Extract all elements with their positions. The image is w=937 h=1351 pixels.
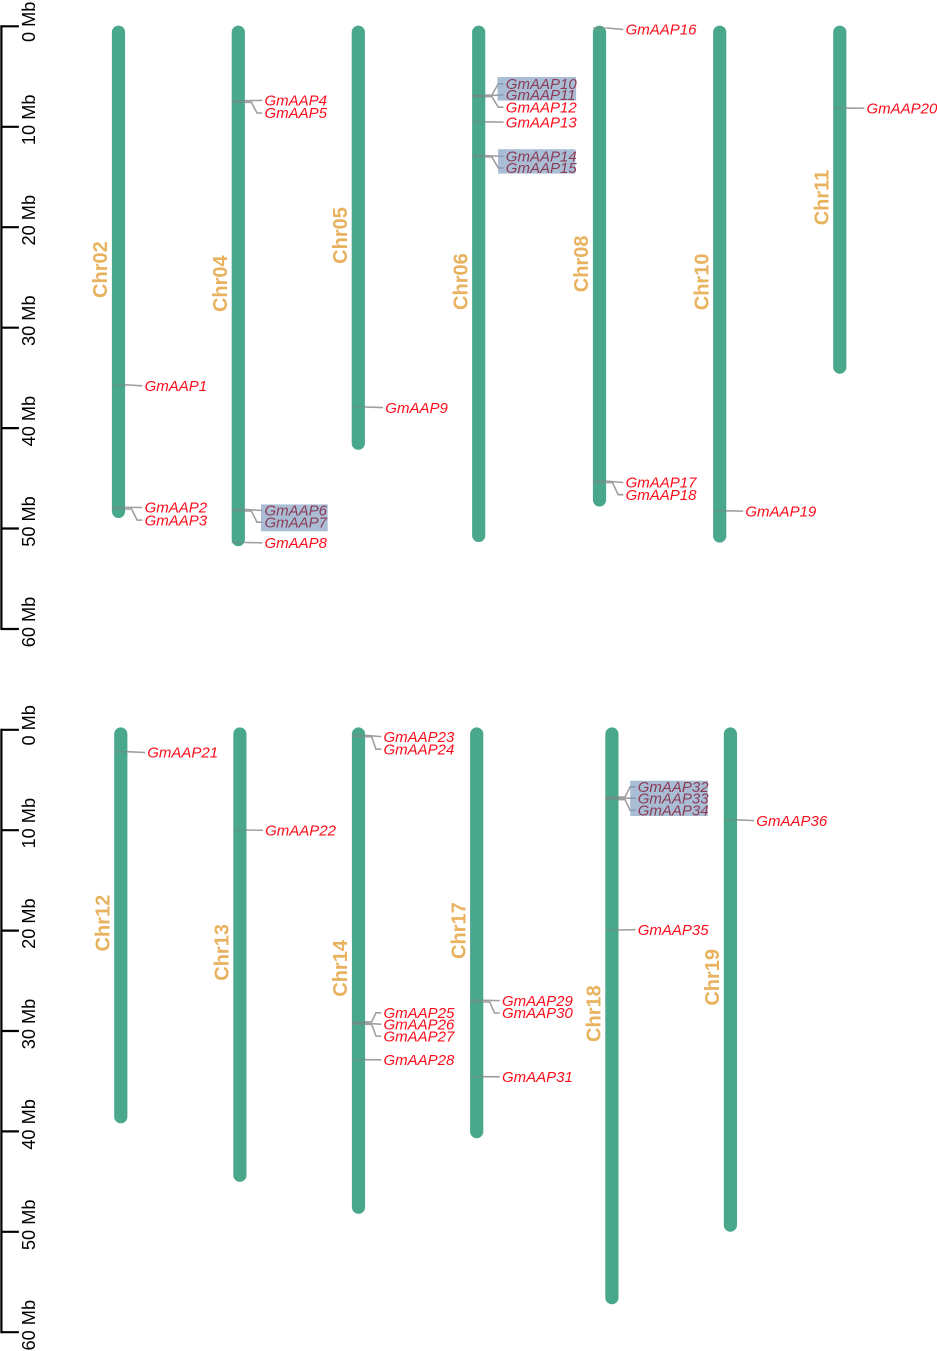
svg-text:GmAAP36: GmAAP36: [756, 813, 828, 830]
svg-text:GmAAP12: GmAAP12: [506, 99, 578, 116]
svg-text:GmAAP8: GmAAP8: [265, 535, 328, 552]
svg-text:GmAAP10: GmAAP10: [506, 76, 578, 93]
svg-text:GmAAP16: GmAAP16: [626, 22, 698, 39]
svg-text:50 Mb: 50 Mb: [19, 496, 39, 547]
svg-text:40 Mb: 40 Mb: [19, 396, 39, 447]
svg-text:GmAAP9: GmAAP9: [385, 400, 448, 417]
svg-text:GmAAP3: GmAAP3: [145, 512, 208, 529]
svg-text:GmAAP27: GmAAP27: [384, 1028, 456, 1045]
svg-text:GmAAP7: GmAAP7: [265, 514, 328, 531]
svg-text:Chr05: Chr05: [330, 207, 352, 264]
svg-text:GmAAP17: GmAAP17: [626, 475, 698, 492]
svg-text:GmAAP5: GmAAP5: [265, 105, 328, 122]
svg-text:Chr06: Chr06: [450, 253, 472, 310]
svg-text:GmAAP25: GmAAP25: [384, 1005, 456, 1022]
svg-text:GmAAP21: GmAAP21: [147, 745, 218, 762]
svg-text:0 Mb: 0 Mb: [19, 705, 39, 745]
svg-text:Chr11: Chr11: [811, 170, 833, 226]
svg-text:GmAAP33: GmAAP33: [638, 790, 710, 807]
svg-text:30 Mb: 30 Mb: [19, 295, 39, 346]
svg-text:GmAAP34: GmAAP34: [638, 803, 709, 820]
svg-text:GmAAP13: GmAAP13: [506, 114, 578, 131]
svg-text:GmAAP35: GmAAP35: [638, 922, 710, 939]
svg-text:GmAAP1: GmAAP1: [145, 378, 208, 395]
svg-text:GmAAP26: GmAAP26: [384, 1017, 456, 1034]
svg-text:GmAAP4: GmAAP4: [265, 93, 328, 110]
svg-text:GmAAP20: GmAAP20: [867, 100, 937, 117]
svg-text:Chr18: Chr18: [584, 985, 606, 1042]
svg-text:GmAAP22: GmAAP22: [265, 822, 337, 839]
svg-text:GmAAP23: GmAAP23: [384, 729, 456, 746]
svg-text:Chr19: Chr19: [702, 949, 724, 1006]
svg-text:Chr10: Chr10: [691, 254, 713, 311]
svg-text:GmAAP31: GmAAP31: [502, 1069, 573, 1086]
svg-text:60 Mb: 60 Mb: [19, 597, 39, 648]
svg-text:GmAAP28: GmAAP28: [384, 1052, 456, 1069]
svg-text:GmAAP2: GmAAP2: [145, 500, 208, 517]
svg-text:GmAAP18: GmAAP18: [626, 487, 698, 504]
svg-text:30 Mb: 30 Mb: [19, 999, 39, 1050]
svg-text:GmAAP14: GmAAP14: [506, 149, 577, 166]
svg-text:GmAAP30: GmAAP30: [502, 1005, 574, 1022]
svg-text:GmAAP24: GmAAP24: [384, 741, 455, 758]
svg-text:Chr17: Chr17: [448, 902, 470, 959]
svg-text:Chr14: Chr14: [330, 939, 352, 997]
svg-text:GmAAP29: GmAAP29: [502, 993, 574, 1010]
svg-text:GmAAP11: GmAAP11: [506, 87, 576, 104]
svg-text:GmAAP15: GmAAP15: [506, 160, 578, 177]
svg-text:GmAAP6: GmAAP6: [265, 503, 328, 520]
svg-text:Chr04: Chr04: [210, 254, 232, 312]
svg-text:GmAAP19: GmAAP19: [745, 503, 817, 520]
svg-text:20 Mb: 20 Mb: [19, 898, 39, 949]
svg-text:20 Mb: 20 Mb: [19, 195, 39, 246]
svg-text:0 Mb: 0 Mb: [19, 2, 39, 42]
svg-text:Chr08: Chr08: [571, 236, 593, 293]
svg-text:10 Mb: 10 Mb: [19, 798, 39, 849]
svg-text:Chr12: Chr12: [92, 895, 114, 952]
svg-text:40 Mb: 40 Mb: [19, 1099, 39, 1150]
svg-text:Chr13: Chr13: [212, 924, 234, 981]
svg-text:GmAAP32: GmAAP32: [638, 779, 710, 796]
svg-text:60 Mb: 60 Mb: [19, 1300, 39, 1351]
svg-text:50 Mb: 50 Mb: [19, 1200, 39, 1251]
svg-text:10 Mb: 10 Mb: [19, 95, 39, 146]
svg-text:Chr02: Chr02: [90, 241, 112, 298]
